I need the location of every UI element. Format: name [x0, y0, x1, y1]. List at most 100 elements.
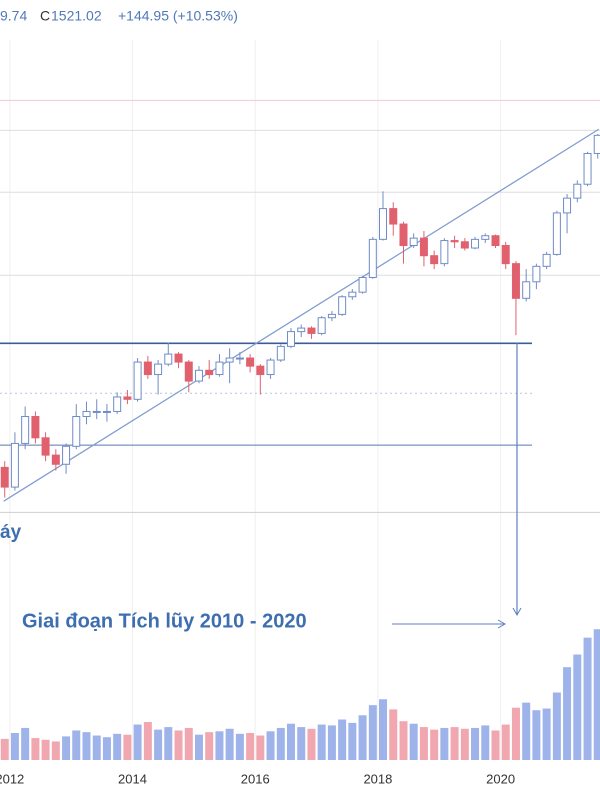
x-tick-label: 2014 [118, 771, 147, 786]
volume-bar [419, 727, 428, 760]
annotation-label: Giai đoạn Tích lũy 2010 - 2020 [22, 610, 307, 632]
volume-bar [460, 728, 469, 760]
legend-close: 1521.02 [51, 8, 102, 24]
volume-bar [205, 732, 214, 760]
candle-body [143, 361, 152, 376]
volume-bar [358, 715, 367, 760]
candle-body [266, 359, 275, 376]
volume-bar [133, 724, 142, 760]
volume-bar [563, 667, 572, 760]
volume-bar [10, 733, 19, 760]
volume-bar [82, 732, 91, 760]
volume-bar [194, 734, 203, 760]
volume-bar [276, 727, 285, 760]
volume-bar [409, 723, 418, 760]
volume-bar [501, 724, 510, 760]
volume-bar [123, 734, 132, 760]
candle-body [205, 369, 214, 376]
candle-body [307, 327, 316, 334]
arrow-head [512, 607, 522, 617]
candle-body [583, 152, 592, 185]
volume-bar [41, 739, 50, 760]
legend-low: 9.74 [0, 8, 27, 24]
candle-body [379, 208, 388, 240]
candle-body [123, 396, 132, 400]
candle-body [246, 357, 255, 367]
candle-body [409, 237, 418, 247]
candle-body [194, 369, 203, 382]
volume-bar [51, 741, 60, 760]
candle-body [72, 416, 81, 447]
candle-body [348, 291, 357, 298]
candle-body [338, 296, 347, 315]
candle-body [235, 357, 244, 360]
candle-body [286, 331, 295, 347]
candle-body [419, 237, 428, 257]
candle-body [532, 265, 541, 283]
candle-body [491, 235, 500, 247]
candle-body [389, 208, 398, 225]
volume-bar [225, 728, 234, 760]
volume-bar [389, 709, 398, 760]
annotation-fragment: áy [0, 522, 22, 543]
candle-body [358, 276, 367, 293]
candle-body [368, 238, 377, 278]
volume-bar [491, 730, 500, 760]
candle-body [276, 345, 285, 361]
candle-body [450, 240, 459, 243]
candle-body [113, 396, 122, 412]
volume-bar [235, 733, 244, 760]
candle-body [215, 361, 224, 376]
volume-bar [430, 729, 439, 760]
candle-body [164, 353, 173, 365]
candle-body [563, 197, 572, 214]
candle-body [51, 454, 60, 465]
volume-bar [399, 721, 408, 760]
volume-bar [102, 737, 111, 760]
candle-body [399, 223, 408, 247]
volume-bar [348, 722, 357, 760]
candle-body [154, 363, 163, 376]
volume-bar [184, 727, 193, 760]
volume-bar [379, 699, 388, 760]
volume-bar [317, 724, 326, 760]
candle-body [10, 442, 19, 488]
x-tick-label: 2020 [486, 771, 515, 786]
volume-bar [0, 738, 9, 760]
volume-bar [21, 727, 30, 760]
volume-bar [307, 728, 316, 760]
candle-body [511, 263, 520, 299]
candle-body [593, 134, 600, 154]
volume-bar [511, 707, 520, 760]
candle-body [184, 361, 193, 382]
volume-bar [593, 629, 600, 760]
candle-body [481, 235, 490, 240]
candle-body [0, 466, 9, 488]
candle-body [501, 245, 510, 265]
volume-bar [62, 736, 71, 760]
volume-bar [327, 725, 336, 760]
volume-bar [266, 731, 275, 760]
candle-body [256, 365, 265, 376]
volume-bar [338, 719, 347, 760]
candle-body [225, 357, 234, 363]
volume-bar [368, 705, 377, 760]
arrow-head [497, 619, 507, 629]
volume-bar [481, 725, 490, 760]
candle-body [41, 437, 50, 456]
x-tick-label: 2018 [363, 771, 392, 786]
volume-bar [542, 708, 551, 760]
volume-bar [215, 731, 224, 760]
volume-bar [450, 727, 459, 760]
x-tick-label: 2012 [0, 771, 24, 786]
volume-bar [440, 727, 449, 760]
legend-change: +144.95 (+10.53%) [118, 8, 238, 24]
volume-bar [522, 702, 531, 760]
volume-bar [174, 730, 183, 760]
volume-bar [72, 730, 81, 760]
volume-bar [532, 710, 541, 760]
volume-bar [154, 729, 163, 760]
trendline [3, 128, 600, 502]
